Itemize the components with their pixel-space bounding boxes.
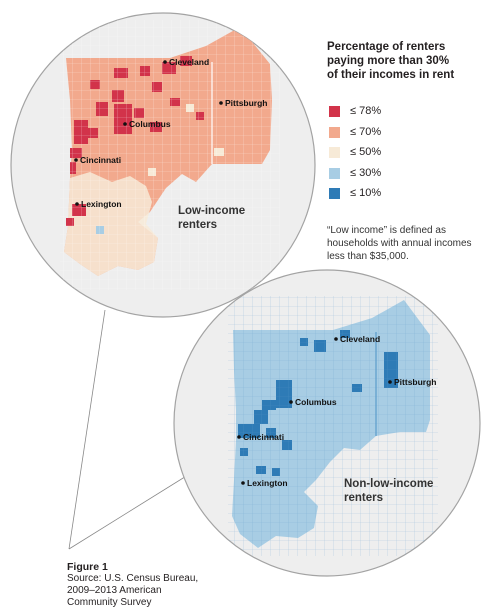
non-low-income-city-label: Pittsburgh [394, 377, 437, 387]
legend-item: ≤ 78% [329, 103, 381, 119]
legend-title-line: Percentage of renters [327, 41, 446, 53]
low-income-city-markers [74, 60, 223, 206]
legend-item-label: ≤ 78% [350, 105, 382, 117]
non-low-income-title-line: renters [344, 492, 383, 504]
non-low-income-map: Cleveland Pittsburgh Columbus Cincinnati… [173, 269, 481, 577]
legend-item-label: ≤ 30% [350, 167, 382, 179]
legend-title-line: of their incomes in rent [327, 69, 455, 81]
non-low-income-city-markers [237, 337, 392, 485]
legend-item-label: ≤ 70% [350, 126, 382, 138]
legend-swatch [329, 146, 340, 158]
legend-item: ≤ 50% [329, 144, 381, 160]
low-income-map: Cleveland Pittsburgh Columbus Cincinnati… [10, 12, 316, 318]
low-income-city-label: Cleveland [169, 57, 209, 67]
figure-source-line: 2009–2013 American [67, 585, 162, 596]
non-low-income-city-label: Cincinnati [243, 432, 284, 442]
low-income-city-label: Cincinnati [80, 155, 121, 165]
low-income-city-label: Lexington [81, 199, 122, 209]
legend-item: ≤ 70% [329, 124, 381, 140]
figure-source-line: Community Survey [67, 597, 152, 608]
non-low-income-city-label: Lexington [247, 478, 288, 488]
legend-swatch [329, 105, 340, 117]
legend-item: ≤ 30% [329, 165, 381, 181]
callout-line-left [68, 309, 106, 550]
legend-swatch [329, 187, 340, 199]
low-income-title-line: Low-income [178, 205, 246, 217]
legend-swatch [329, 126, 340, 138]
non-low-income-title-line: Non-low-income [344, 478, 434, 490]
non-low-income-city-label: Columbus [295, 397, 337, 407]
figure-label: Figure 1 [67, 561, 108, 573]
non-low-income-city-label: Cleveland [340, 334, 380, 344]
legend-title: Percentage of renters paying more than 3… [327, 40, 477, 82]
legend-swatch [329, 167, 340, 179]
figure-caption: Figure 1 Source: U.S. Census Bureau, 200… [67, 561, 227, 609]
legend-title-line: paying more than 30% [327, 55, 450, 67]
figure-source-line: Source: U.S. Census Bureau, [67, 573, 199, 584]
legend-item-label: ≤ 50% [350, 146, 382, 158]
legend-item: ≤ 10% [329, 185, 381, 201]
low-income-title-line: renters [178, 219, 217, 231]
callout-line-right [68, 469, 197, 550]
legend-item-label: ≤ 10% [350, 187, 382, 199]
non-low-income-map-title: Non-low-income renters [344, 477, 433, 505]
low-income-definition-note: “Low income” is defined as households wi… [327, 225, 472, 262]
low-income-city-label: Pittsburgh [225, 98, 268, 108]
low-income-city-label: Columbus [129, 119, 171, 129]
low-income-map-title: Low-income renters [178, 204, 245, 232]
